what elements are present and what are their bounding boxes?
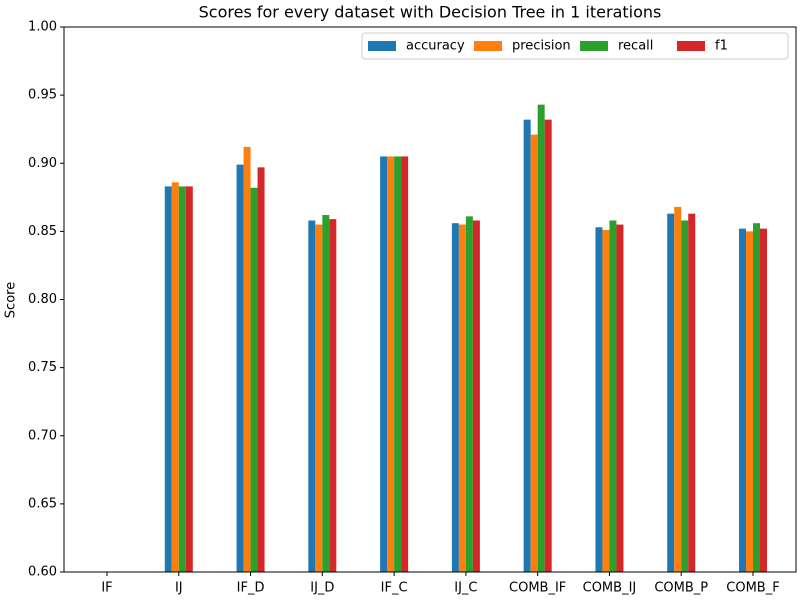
y-tick-label: 0.80: [28, 292, 57, 307]
bar: [760, 228, 767, 572]
bar: [688, 213, 696, 572]
bar: [523, 119, 531, 573]
bar: [746, 231, 753, 572]
x-tick-label: IF: [101, 581, 112, 596]
bar: [401, 156, 409, 572]
bar: [380, 156, 388, 572]
bar: [243, 146, 251, 572]
axes-frame: [63, 26, 797, 573]
bar: [236, 164, 244, 573]
bar: [257, 167, 265, 572]
bar: [164, 186, 172, 572]
bar: [544, 119, 552, 573]
bar: [595, 227, 603, 572]
bar: [451, 223, 459, 572]
y-tick-label: 1.00: [28, 20, 57, 35]
legend-label: precision: [512, 39, 571, 54]
legend-swatch: [677, 41, 705, 51]
bar: [250, 187, 258, 572]
bar: [315, 224, 323, 572]
bar: [616, 224, 624, 572]
legend-label: recall: [618, 39, 653, 54]
legend-swatch: [368, 41, 396, 51]
x-tick-label: IJ_D: [310, 581, 334, 596]
x-tick-label: COMB_F: [726, 581, 779, 596]
y-tick-label: 0.75: [28, 360, 57, 375]
y-axis-label: Score: [4, 282, 19, 318]
bar: [753, 223, 760, 572]
legend-label: f1: [715, 39, 728, 54]
bar: [465, 216, 473, 572]
y-tick-label: 0.65: [28, 496, 57, 511]
bar: [472, 220, 480, 572]
bar: [458, 224, 466, 572]
chart-title: Scores for every dataset with Decision T…: [199, 3, 662, 22]
bar: [681, 220, 689, 572]
legend-box: [361, 32, 789, 60]
bar: [609, 220, 617, 572]
x-tick-label: COMB_IF: [509, 581, 566, 596]
y-tick-label: 0.85: [28, 224, 57, 239]
bar: [602, 230, 610, 572]
bar: [322, 215, 330, 572]
bar: [185, 186, 193, 572]
x-tick-label: IJ: [175, 581, 183, 596]
legend-swatch: [474, 41, 502, 51]
legend-label: accuracy: [406, 39, 465, 54]
y-tick-label: 0.70: [28, 428, 57, 443]
bar: [537, 104, 545, 572]
x-tick-label: COMB_IJ: [583, 581, 637, 596]
bar: [329, 219, 337, 573]
bar: [308, 220, 316, 572]
bar: [171, 182, 179, 572]
x-tick-label: COMB_P: [654, 581, 708, 596]
legend-swatch: [580, 41, 608, 51]
bar: [667, 213, 675, 572]
y-tick-label: 0.60: [28, 565, 57, 580]
y-tick-label: 0.95: [28, 88, 57, 103]
bar: [387, 156, 395, 572]
bar: [739, 228, 746, 572]
bar: [178, 186, 186, 572]
bar: [530, 134, 538, 572]
bar: [394, 156, 402, 572]
y-tick-label: 0.90: [28, 156, 57, 171]
x-tick-label: IF_C: [381, 581, 408, 596]
x-tick-label: IF_D: [237, 581, 265, 596]
bar: [674, 206, 682, 572]
x-tick-label: IJ_C: [454, 581, 477, 596]
